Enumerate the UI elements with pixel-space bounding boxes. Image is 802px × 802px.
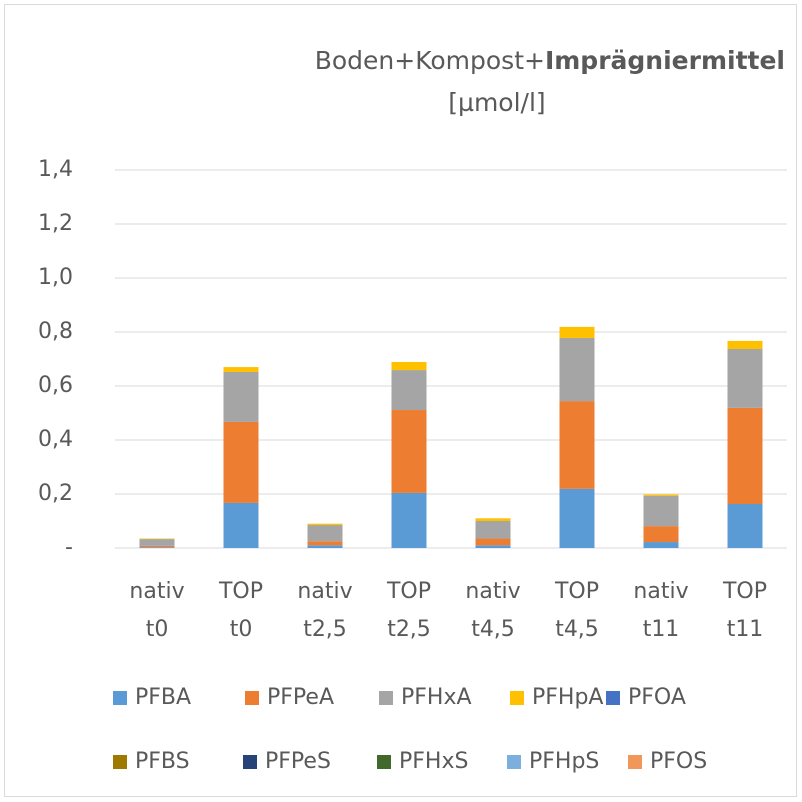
bar-segment (223, 367, 259, 372)
y-tick-label: 0,6 (38, 373, 73, 398)
bar-segment (307, 525, 343, 542)
x-tick-label: t11 (727, 617, 764, 642)
legend-label: PFHxA (401, 685, 472, 710)
bar-segment (475, 521, 511, 539)
legend-swatch (113, 691, 127, 705)
legend-swatch (377, 755, 391, 769)
x-tick-label: t4,5 (555, 617, 599, 642)
bar-segment (223, 421, 259, 503)
bar-segment (643, 494, 679, 496)
bar-segment (391, 370, 427, 411)
bar-segment (643, 526, 679, 543)
bar-segment (391, 361, 427, 371)
bar-segment (643, 495, 679, 527)
x-tick-label: t2,5 (303, 617, 347, 642)
x-tick-label: nativ (633, 579, 688, 604)
y-tick-label: 0,2 (38, 481, 73, 506)
bar-segment (559, 401, 595, 489)
legend-label: PFOA (628, 685, 686, 710)
legend-swatch (507, 755, 521, 769)
legend-label: PFHxS (399, 749, 468, 774)
legend-label: PFHpA (532, 685, 603, 710)
bar-segment (727, 503, 763, 548)
legend-label: PFPeA (267, 685, 334, 710)
bar-segment (391, 492, 427, 548)
bar-segment (643, 542, 679, 548)
bar-segment (559, 326, 595, 338)
bar-segment (475, 518, 511, 521)
legend-swatch (113, 755, 127, 769)
bar-segment (727, 340, 763, 350)
x-tick-label: t11 (643, 617, 680, 642)
bar-segment (727, 407, 763, 504)
x-tick-label: t4,5 (471, 617, 515, 642)
legend-swatch (606, 691, 620, 705)
chart-title: Boden+Kompost+Imprägniermittel (315, 46, 785, 75)
legend-swatch (510, 691, 524, 705)
x-tick-label: nativ (129, 579, 184, 604)
bar-segment (139, 538, 175, 540)
bar-segment (475, 538, 511, 546)
bar-segment (139, 545, 175, 548)
x-tick-label: t0 (146, 617, 169, 642)
bar-segment (307, 541, 343, 546)
bar-segment (223, 502, 259, 548)
bar-segment (307, 523, 343, 526)
x-tick-label: t0 (230, 617, 253, 642)
y-tick-label: 1,2 (38, 211, 73, 236)
title-part: Boden+Kompost+ (315, 46, 545, 75)
y-tick-label: 1,4 (38, 157, 73, 182)
x-tick-label: t2,5 (387, 617, 431, 642)
y-tick-label: 1,0 (38, 265, 73, 290)
x-tick-label: TOP (722, 579, 767, 604)
legend-label: PFBA (135, 685, 191, 710)
bar-segment (475, 545, 511, 548)
y-tick-label: - (65, 535, 73, 560)
bar-segment (139, 547, 175, 548)
x-tick-label: TOP (386, 579, 431, 604)
legend-swatch (379, 691, 393, 705)
x-tick-label: nativ (297, 579, 352, 604)
legend-label: PFOS (650, 749, 707, 774)
legend-swatch (245, 691, 259, 705)
legend-label: PFHpS (529, 749, 599, 774)
bar-segment (727, 349, 763, 408)
legend-swatch (628, 755, 642, 769)
y-tick-label: 0,4 (38, 427, 73, 452)
bar-segment (307, 545, 343, 548)
chart-subtitle: [µmol/l] (448, 88, 545, 117)
bar-segment (139, 539, 175, 546)
bar-segment (391, 410, 427, 493)
legend-label: PFBS (135, 749, 190, 774)
y-tick-label: 0,8 (38, 319, 73, 344)
x-tick-label: TOP (554, 579, 599, 604)
title-part-bold: Imprägniermittel (545, 46, 785, 75)
legend-swatch (243, 755, 257, 769)
bar-segment (559, 337, 595, 402)
bar-segment (559, 488, 595, 548)
legend-label: PFPeS (265, 749, 331, 774)
bar-segment (223, 371, 259, 422)
x-tick-label: TOP (218, 579, 263, 604)
x-tick-label: nativ (465, 579, 520, 604)
